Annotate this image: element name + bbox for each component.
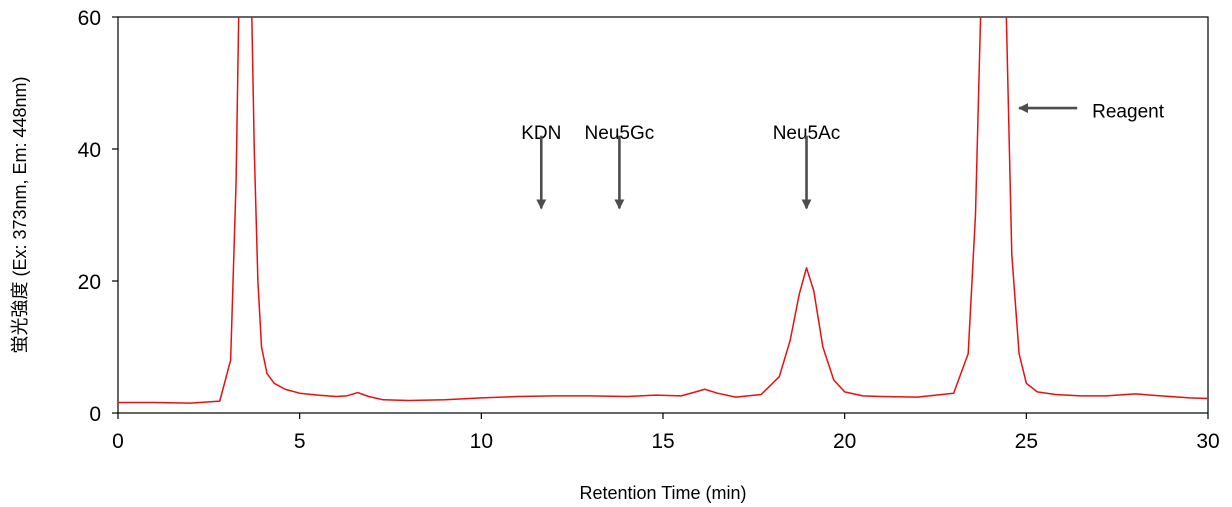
annotation-layer: KDN Neu5Gc Neu5Ac Reagent: [521, 101, 1165, 210]
x-tick-label: 25: [1015, 430, 1038, 453]
x-tick-label: 5: [294, 430, 306, 453]
plot-layer: [118, 17, 1208, 404]
series-line-0: [118, 17, 1208, 404]
y-tick-label: 20: [78, 271, 101, 294]
y-tick-label: 40: [78, 139, 101, 162]
annotation-label-neu5gc: Neu5Gc: [585, 123, 655, 144]
x-tick-label: 30: [1196, 430, 1219, 453]
x-tick-label: 20: [833, 430, 856, 453]
y-tick-label: 60: [78, 7, 101, 30]
plot-area-frame: [117, 16, 1209, 414]
tick-layer: 0 5 10 15 20 25 30 0 20 40 60: [78, 7, 1220, 453]
x-axis-title: Retention Time (min): [579, 483, 746, 503]
y-tick-label: 0: [89, 403, 101, 426]
x-tick-label: 0: [112, 430, 124, 453]
x-tick-label: 10: [470, 430, 493, 453]
y-axis-title: 蛍光強度 (Ex: 373nm, Em: 448nm): [10, 76, 30, 353]
annotation-label-neu5ac: Neu5Ac: [773, 123, 841, 144]
annotation-label-reagent: Reagent: [1092, 101, 1165, 122]
x-tick-label: 15: [651, 430, 674, 453]
annotation-label-kdn: KDN: [521, 123, 561, 144]
